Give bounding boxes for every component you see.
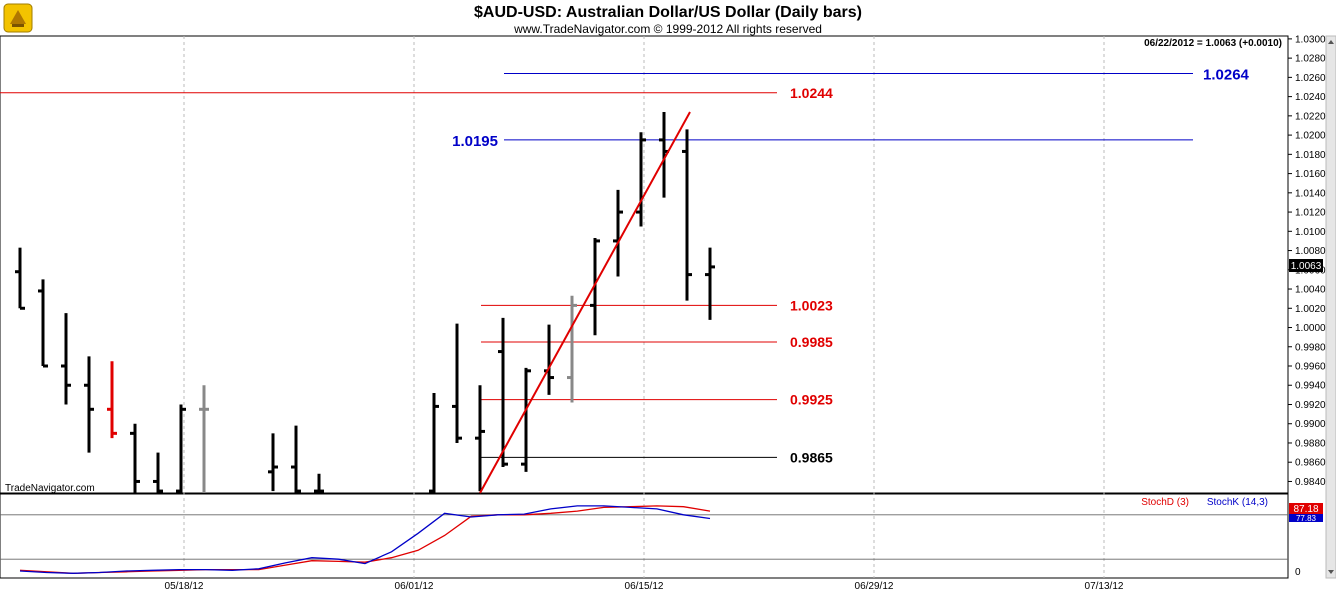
level-label: 1.0264 xyxy=(1203,67,1250,84)
level-label: 1.0023 xyxy=(790,297,833,313)
stoch-readout-d: 87.18 xyxy=(1293,504,1318,515)
y-tick-label: 0.9980 xyxy=(1295,342,1326,353)
price-bar xyxy=(613,189,623,277)
y-tick-label: 1.0280 xyxy=(1295,54,1326,65)
y-tick-label: 1.0300 xyxy=(1295,34,1326,45)
price-bars xyxy=(15,112,715,493)
trendline-layer xyxy=(479,111,691,494)
price-bar xyxy=(84,356,94,453)
level-label: 1.0195 xyxy=(452,133,498,150)
stoch-readout-k: 77.83 xyxy=(1296,514,1317,523)
x-tick-label: 06/15/12 xyxy=(625,581,664,592)
y-tick-label: 1.0140 xyxy=(1295,188,1326,199)
y-tick-label: 1.0180 xyxy=(1295,150,1326,161)
price-bar xyxy=(199,385,209,493)
price-bar xyxy=(590,238,600,336)
y-tick-label: 1.0080 xyxy=(1295,246,1326,257)
price-bar xyxy=(429,392,439,493)
y-tick-label: 1.0260 xyxy=(1295,73,1326,84)
y-tick-label: 1.0020 xyxy=(1295,304,1326,315)
stochd-legend: StochD (3) xyxy=(1141,497,1189,508)
y-tick-label: 1.0200 xyxy=(1295,131,1326,142)
price-bar xyxy=(705,247,715,320)
y-tick-label: 0.9860 xyxy=(1295,458,1326,469)
price-bar xyxy=(176,404,186,493)
price-bar xyxy=(130,423,140,493)
stoch-tick-0: 0 xyxy=(1295,567,1301,578)
chart-title: $AUD-USD: Australian Dollar/US Dollar (D… xyxy=(474,4,862,21)
price-bar xyxy=(567,295,577,403)
stoch-series-line xyxy=(19,505,711,574)
y-tick-label: 1.0100 xyxy=(1295,227,1326,238)
price-bar xyxy=(682,129,692,301)
price-bar xyxy=(636,132,646,227)
y-tick-label: 0.9920 xyxy=(1295,400,1326,411)
level-lines: 1.0264 1.0244 1.0195 1.0023 0.9985 0.9925 0.98… xyxy=(0,67,1250,465)
price-bar xyxy=(61,313,71,405)
stochk-legend: StochK (14,3) xyxy=(1207,497,1268,508)
x-tick-label: 07/13/12 xyxy=(1085,581,1124,592)
price-bar xyxy=(107,361,117,439)
y-tick-label: 0.9940 xyxy=(1295,381,1326,392)
last-price-tag xyxy=(1289,259,1323,272)
price-bar xyxy=(153,452,163,493)
y-tick-label: 1.0040 xyxy=(1295,285,1326,296)
last-price-label: 1.0063 xyxy=(1291,261,1322,272)
trendline xyxy=(479,111,691,494)
y-tick-label: 1.0220 xyxy=(1295,111,1326,122)
x-axis: 05/18/12 06/01/12 06/15/12 06/29/12 07/13/12 xyxy=(165,581,1124,592)
price-bar xyxy=(452,323,462,443)
price-bar xyxy=(38,279,48,368)
stoch-readout-k-bg xyxy=(1289,514,1323,522)
vertical-scrollbar[interactable] xyxy=(1325,35,1336,579)
price-bar xyxy=(521,367,531,472)
price-bar xyxy=(498,317,508,468)
y-tick-label: 0.9960 xyxy=(1295,362,1326,373)
stoch-series-line xyxy=(19,505,711,574)
y-axis: 1.0300 1.0280 1.0260 1.0240 1.0220 1.0200 1.01… xyxy=(1288,34,1326,488)
level-label: 1.0244 xyxy=(790,85,833,101)
y-tick-label: 1.0240 xyxy=(1295,92,1326,103)
y-tick-label: 1.0160 xyxy=(1295,169,1326,180)
stoch-readout-d-bg xyxy=(1289,503,1323,514)
y-tick-label: 0.9840 xyxy=(1295,477,1326,488)
y-tick-label: 1.0120 xyxy=(1295,208,1326,219)
y-tick-label: 0.9900 xyxy=(1295,419,1326,430)
x-tick-label: 06/29/12 xyxy=(855,581,894,592)
price-bar xyxy=(268,433,278,492)
y-tick-label: 0.9880 xyxy=(1295,438,1326,449)
y-tick-label: 1.0000 xyxy=(1295,323,1326,334)
tradenavigator-logo-icon[interactable] xyxy=(3,3,33,33)
scroll-up-icon[interactable] xyxy=(1328,40,1334,44)
grid xyxy=(183,36,1105,578)
level-label: 0.9925 xyxy=(790,392,833,408)
level-label: 0.9865 xyxy=(790,449,833,465)
chart-subtitle: www.TradeNavigator.com © 1999-2012 All r… xyxy=(513,22,822,36)
scroll-down-icon[interactable] xyxy=(1328,570,1334,574)
level-label: 0.9985 xyxy=(790,334,833,350)
price-bar xyxy=(15,247,25,310)
price-bar xyxy=(314,473,324,493)
price-bar xyxy=(291,425,301,493)
x-tick-label: 05/18/12 xyxy=(165,581,204,592)
x-tick-label: 06/01/12 xyxy=(395,581,434,592)
watermark: TradeNavigator.com xyxy=(5,483,95,494)
price-bar xyxy=(475,385,485,492)
stochastic-lines xyxy=(0,505,1288,574)
price-readout: 06/22/2012 = 1.0063 (+0.0010) xyxy=(1144,38,1282,49)
